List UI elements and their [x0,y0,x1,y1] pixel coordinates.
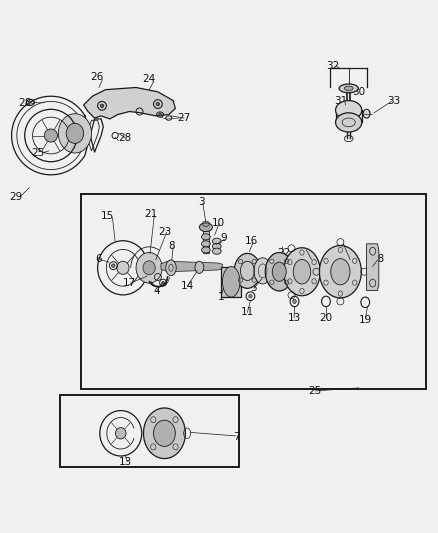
Text: 31: 31 [335,96,348,107]
Polygon shape [58,114,92,153]
Text: 29: 29 [9,192,23,201]
Ellipse shape [195,261,204,273]
Text: 17: 17 [123,278,136,288]
Ellipse shape [136,253,162,283]
Ellipse shape [272,262,286,281]
Ellipse shape [199,223,212,231]
Ellipse shape [116,427,126,439]
Text: 12: 12 [304,254,317,264]
Ellipse shape [201,241,210,247]
Bar [221,266,241,297]
Polygon shape [367,244,379,290]
Polygon shape [84,87,175,119]
Ellipse shape [153,420,175,446]
Text: 32: 32 [326,61,339,71]
Ellipse shape [66,123,84,143]
Text: 33: 33 [387,96,400,107]
Text: 25: 25 [31,148,44,158]
Ellipse shape [212,238,221,244]
Ellipse shape [249,294,252,298]
Ellipse shape [336,113,362,132]
Text: 1: 1 [218,292,225,302]
Text: 6: 6 [95,254,102,264]
Text: 8: 8 [169,240,175,251]
Text: 28: 28 [119,133,132,143]
Text: 22: 22 [277,248,290,259]
Ellipse shape [336,101,362,120]
Text: 18: 18 [372,254,385,264]
Text: 26: 26 [90,71,103,82]
Ellipse shape [234,253,261,288]
Text: 27: 27 [177,113,191,123]
Text: 11: 11 [241,308,254,317]
Ellipse shape [201,247,210,253]
Ellipse shape [143,261,155,275]
Ellipse shape [162,281,164,284]
Bar [60,395,239,467]
Text: 9: 9 [220,233,227,243]
Ellipse shape [293,260,311,284]
Text: 23: 23 [158,228,171,237]
Bar [203,227,208,253]
Polygon shape [319,246,361,298]
Ellipse shape [166,260,176,276]
Polygon shape [284,248,320,296]
Text: 25: 25 [308,386,321,396]
Ellipse shape [265,253,293,291]
Polygon shape [144,408,185,458]
Ellipse shape [339,84,358,93]
Polygon shape [161,261,223,272]
Text: 13: 13 [119,457,132,467]
Ellipse shape [117,261,129,274]
Ellipse shape [159,113,161,116]
Ellipse shape [223,266,240,297]
Ellipse shape [112,264,115,268]
Ellipse shape [201,234,210,240]
Text: 10: 10 [212,218,225,228]
Ellipse shape [44,129,57,142]
Ellipse shape [100,104,104,108]
Text: 5: 5 [251,284,257,293]
Text: 21: 21 [145,209,158,219]
Ellipse shape [212,248,221,254]
Text: 14: 14 [181,281,194,291]
Ellipse shape [344,86,353,91]
Bar [81,195,426,389]
Ellipse shape [156,102,159,106]
Text: 2: 2 [346,254,353,264]
Text: 24: 24 [142,74,156,84]
Ellipse shape [293,299,296,304]
Text: 28: 28 [18,98,32,108]
Text: 30: 30 [352,87,365,97]
Ellipse shape [254,258,272,284]
Text: 16: 16 [245,236,258,246]
Text: 4: 4 [154,286,160,295]
Ellipse shape [331,259,350,285]
Text: 13: 13 [287,313,301,323]
Ellipse shape [212,244,221,249]
Text: 3: 3 [198,197,205,207]
Text: 19: 19 [359,315,372,325]
Text: 15: 15 [101,211,114,221]
Text: 7: 7 [233,432,240,442]
Text: 20: 20 [319,313,332,323]
